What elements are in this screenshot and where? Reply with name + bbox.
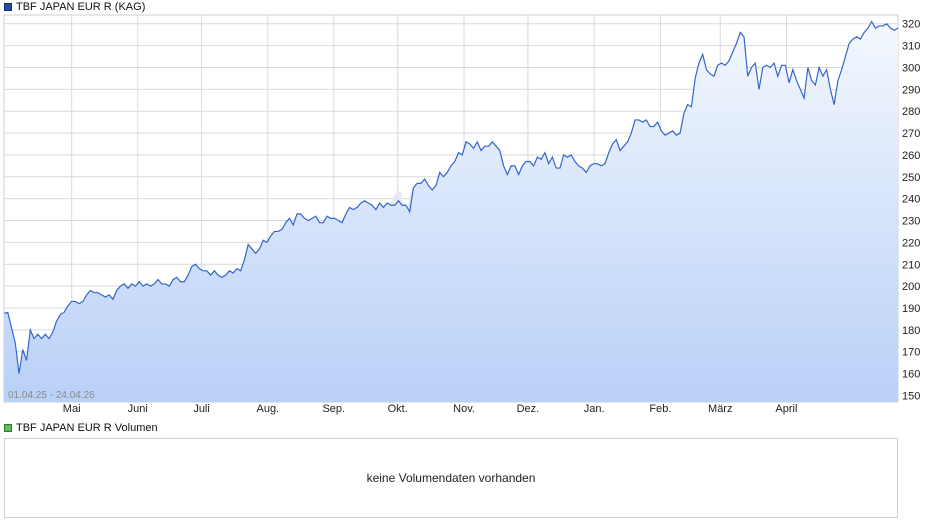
x-tick-label: Okt. [388, 403, 408, 415]
price-legend-swatch [4, 3, 12, 11]
y-tick-label: 170 [902, 347, 920, 359]
y-tick-label: 270 [902, 128, 920, 140]
y-tick-label: 250 [902, 172, 920, 184]
y-tick-label: 300 [902, 62, 920, 74]
x-axis-ticks: Mai Juni Juli Aug. Sep. Okt. Nov. Dez. Jan. Feb. M… [63, 403, 798, 415]
x-tick-label: Sep. [322, 403, 345, 415]
y-tick-label: 160 [902, 369, 920, 381]
x-tick-label: Feb. [649, 403, 671, 415]
y-tick-label: 290 [902, 84, 920, 96]
price-legend: TBF JAPAN EUR R (KAG) [4, 0, 145, 14]
y-tick-label: 280 [902, 106, 920, 118]
x-tick-label: Mai [63, 403, 81, 415]
y-tick-label: 210 [902, 259, 920, 271]
x-tick-label: März [708, 403, 732, 415]
x-tick-label: Dez. [517, 403, 540, 415]
y-tick-label: 190 [902, 303, 920, 315]
x-tick-label: Aug. [256, 403, 279, 415]
price-series-line [3, 20, 899, 374]
x-tick-label: Juni [128, 403, 148, 415]
x-tick-label: Nov. [453, 403, 475, 415]
price-area-fill [4, 21, 898, 403]
price-legend-label: TBF JAPAN EUR R (KAG) [16, 1, 146, 13]
volume-legend: TBF JAPAN EUR R Volumen [4, 421, 158, 435]
x-tick-label: April [775, 403, 797, 415]
x-tick-label: Juli [193, 403, 210, 415]
volume-legend-swatch [4, 424, 12, 432]
volume-legend-label: TBF JAPAN EUR R Volumen [16, 422, 158, 434]
volume-panel: keine Volumendaten vorhanden [4, 438, 898, 518]
y-tick-label: 150 [902, 390, 920, 402]
y-tick-label: 240 [902, 194, 920, 206]
y-tick-label: 180 [902, 325, 920, 337]
y-tick-label: 230 [902, 216, 920, 228]
y-tick-label: 260 [902, 150, 920, 162]
y-tick-label: 320 [902, 19, 920, 31]
y-tick-label: 220 [902, 237, 920, 249]
y-tick-label: 200 [902, 281, 920, 293]
y-tick-label: 310 [902, 41, 920, 53]
price-chart: ARIVA.DE 01.04.25 - 24.04.26 15016017018… [3, 14, 920, 415]
date-range-label: 01.04.25 - 24.04.26 [8, 390, 95, 401]
y-axis-ticks: 150 160 170 180 190 200 210 220 230 240 250 260 270 2… [902, 19, 920, 403]
x-tick-label: Jan. [584, 403, 605, 415]
volume-empty-message: keine Volumendaten vorhanden [366, 471, 536, 485]
